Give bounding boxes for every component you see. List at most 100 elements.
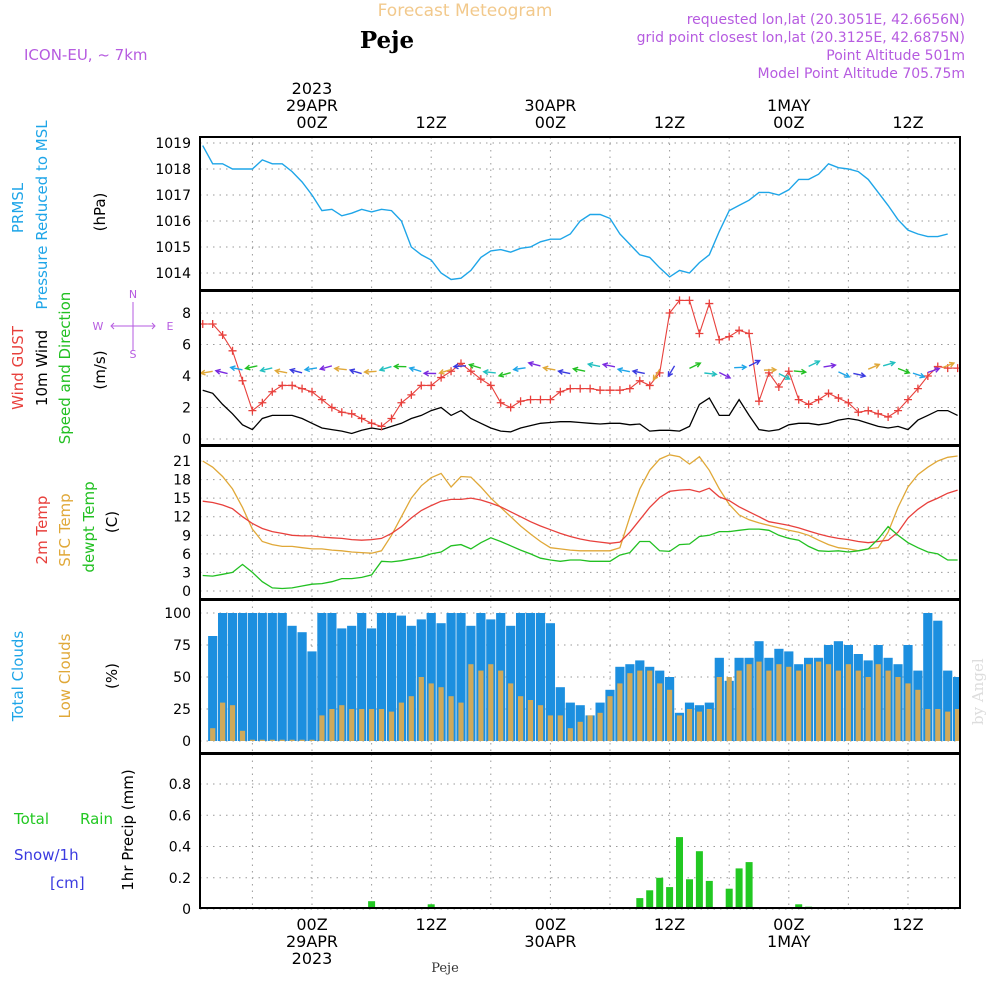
low-cloud-bar [240,731,245,741]
total-cloud-bar [0,683,9,741]
wind-unit: (m/s) [91,350,109,389]
low-cloud-bar [945,712,950,741]
low-cloud-bar [617,683,622,741]
total-cloud-bar [0,671,9,741]
temperature-ytick-label: 6 [182,547,191,563]
pressure-ytick-label: 1017 [155,188,191,204]
pressure-ytick-label: 1015 [155,240,191,256]
low-cloud-bar [627,673,632,741]
compass-arrows [111,302,155,350]
clouds-ytick-label: 75 [173,638,191,654]
clouds-ytick-label: 100 [164,606,191,622]
watermark: by Angel [969,658,987,725]
low-cloud-bar [766,671,771,741]
low-cloud-bar [270,740,275,741]
precip-ytick-label: 0 [182,902,191,918]
bottom-time-label: 1MAY [767,932,811,951]
total-cloud-bar [0,677,9,741]
total-cloud-bar [0,613,9,741]
total-cloud-bar [0,613,9,741]
top-time-label: 00Z [773,113,804,132]
precip-ytick-label: 0.2 [169,871,191,887]
low-cloud-bar [647,671,652,741]
temperature-ytick-label: 15 [173,491,191,507]
pressure-ytick-label: 1016 [155,214,191,230]
snow-unit-label: [cm] [50,874,85,892]
low-cloud-bar [0,731,5,741]
temperature-ytick-label: 9 [182,528,191,544]
low-cloud-bar [607,696,612,741]
total-cloud-bar [258,613,267,741]
wind-speed-dir-label: Speed and Direction [56,292,74,445]
total-cloud-bar [0,671,9,741]
low-cloud-bar [826,664,831,741]
total-cloud-bar [278,613,287,741]
rain-bar [696,851,703,909]
low-cloud-bar [0,699,5,741]
low-cloud-bar [280,740,285,741]
station-name: Peje [360,27,414,54]
low-cloud-bar [895,677,900,741]
rain-bar [686,879,693,909]
low-cloud-bar [329,709,334,741]
low-cloud-bar [458,703,463,741]
total-cloud-bar [0,664,9,741]
low-cloud-bar [747,664,752,741]
low-cloud-bar [796,671,801,741]
temp-unit: (C) [103,511,121,533]
clouds-ytick-label: 0 [182,734,191,750]
low-cloud-bar [230,705,235,741]
low-cloud-bar [439,687,444,741]
low-cloud-bar [886,671,891,741]
low-cloud-bar [518,696,523,741]
snow-label: Snow/1h [14,846,79,864]
low-cloud-bar [806,664,811,741]
precip-ytick-label: 0.6 [169,808,191,824]
precip-ytick-label: 0.4 [169,840,191,856]
low-cloud-bar [429,683,434,741]
low-cloud-bar [0,728,5,741]
low-cloud-bar [319,715,324,741]
total-cloud-bar [0,658,9,741]
low-cloud-bar [339,705,344,741]
top-time-label: 12Z [416,113,447,132]
pressure-msl-label: Pressure Reduced to MSL [33,120,51,310]
total-cloud-bar [298,632,307,741]
pressure-ytick-label: 1019 [155,136,191,152]
temperature-ytick-label: 21 [173,454,191,470]
clouds-ytick-label: 25 [173,702,191,718]
low-cloud-bar [0,735,5,741]
low-cloud-bar [399,703,404,741]
total-clouds-label: Total Clouds [9,631,27,723]
rain-bar [646,890,653,909]
low-cloud-bar [935,709,940,741]
compass-n: N [129,288,137,301]
low-cloud-bar [836,671,841,741]
dewpt-label: dewpt Temp [80,481,98,572]
top-time-label: 12Z [892,113,923,132]
total-cloud-bar [288,626,297,741]
low-cloud-bar [568,728,573,741]
bottom-time-label: 2023 [292,949,333,968]
low-cloud-bar [776,664,781,741]
low-cloud-bar [478,671,483,741]
low-cloud-bar [578,722,583,741]
point-altitude: Point Altitude 501m [826,48,965,64]
low-cloud-bar [220,703,225,741]
low-cloud-bar [419,677,424,741]
clouds-ytick-label: 50 [173,670,191,686]
total-cloud-bar [268,613,277,741]
low-cloud-bar [300,740,305,741]
low-cloud-bar [359,709,364,741]
low-cloud-bar [0,740,5,741]
low-cloud-bar [876,664,881,741]
compass-e: E [167,320,174,333]
gridpoint-coords: grid point closest lon,lat (20.3125E, 42… [637,30,965,46]
temperature-ytick-label: 12 [173,510,191,526]
requested-coords: requested lon,lat (20.3051E, 42.6656N) [687,12,965,28]
